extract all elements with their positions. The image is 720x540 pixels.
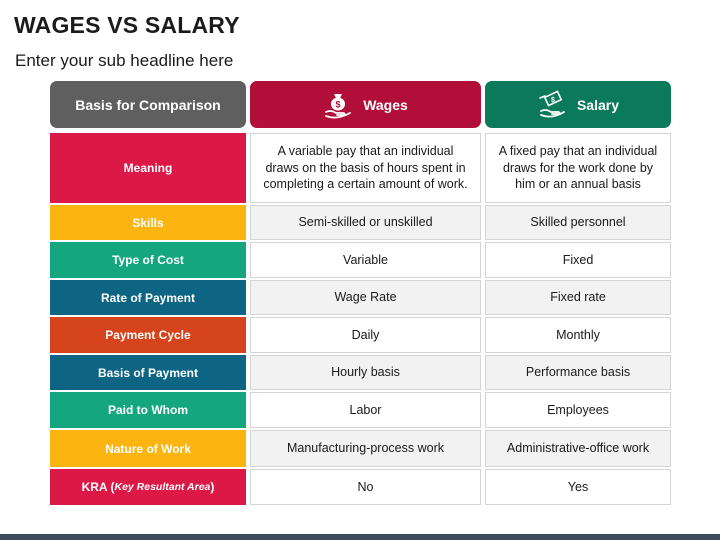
row-label-nature-of-work: Nature of Work	[50, 430, 246, 467]
header-wages-label: Wages	[363, 96, 408, 113]
row-label-rate-of-payment: Rate of Payment	[50, 280, 246, 315]
table-row: Rate of Payment Wage Rate Fixed rate	[50, 280, 671, 315]
salary-cell: A fixed pay that an individual draws for…	[485, 133, 671, 203]
salary-cell: Yes	[485, 469, 671, 505]
salary-cell: Monthly	[485, 317, 671, 353]
row-label-kra: KRA (Key Resultant Area)	[50, 469, 246, 505]
cash-hand-icon: $	[537, 89, 567, 120]
header-wages: $ Wages	[250, 81, 481, 128]
wages-cell: No	[250, 469, 481, 505]
salary-cell: Fixed	[485, 242, 671, 278]
kra-label-italic: Key Resultant Area	[114, 481, 211, 493]
wages-cell: Wage Rate	[250, 280, 481, 315]
row-label-basis-of-payment: Basis of Payment	[50, 355, 246, 390]
kra-label-close: )	[210, 480, 215, 494]
wages-cell: Variable	[250, 242, 481, 278]
row-label-type-of-cost: Type of Cost	[50, 242, 246, 278]
row-label-meaning: Meaning	[50, 133, 246, 203]
row-label-skills: Skills	[50, 205, 246, 240]
page-subtitle: Enter your sub headline here	[15, 51, 234, 70]
page-title: WAGES VS SALARY	[14, 12, 240, 38]
table-row: Type of Cost Variable Fixed	[50, 242, 671, 278]
header-basis-label: Basis for Comparison	[75, 96, 221, 113]
salary-cell: Fixed rate	[485, 280, 671, 315]
salary-cell: Employees	[485, 392, 671, 428]
svg-text:$: $	[551, 97, 555, 104]
wages-cell: Labor	[250, 392, 481, 428]
header-salary: $ Salary	[485, 81, 671, 128]
salary-cell: Performance basis	[485, 355, 671, 390]
salary-cell: Skilled personnel	[485, 205, 671, 240]
footer-bar	[0, 534, 720, 540]
kra-label: KRA (	[81, 480, 115, 494]
svg-text:$: $	[336, 99, 341, 109]
row-label-paid-to-whom: Paid to Whom	[50, 392, 246, 428]
wages-cell: Semi-skilled or unskilled	[250, 205, 481, 240]
row-label-payment-cycle: Payment Cycle	[50, 317, 246, 353]
wages-cell: Daily	[250, 317, 481, 353]
table-row: Payment Cycle Daily Monthly	[50, 317, 671, 353]
wages-cell: Manufacturing-process work	[250, 430, 481, 467]
table-row: Meaning A variable pay that an individua…	[50, 133, 671, 203]
wages-cell: Hourly basis	[250, 355, 481, 390]
table-row: Nature of Work Manufacturing-process wor…	[50, 430, 671, 467]
table-row: Paid to Whom Labor Employees	[50, 392, 671, 428]
header-basis: Basis for Comparison	[50, 81, 246, 128]
wages-cell: A variable pay that an individual draws …	[250, 133, 481, 203]
header-salary-label: Salary	[576, 96, 620, 113]
table-row: KRA (Key Resultant Area) No Yes	[50, 469, 671, 505]
table-row: Skills Semi-skilled or unskilled Skilled…	[50, 205, 671, 240]
money-bag-hand-icon: $	[323, 90, 353, 120]
salary-cell: Administrative-office work	[485, 430, 671, 467]
table-row: Basis of Payment Hourly basis Performanc…	[50, 355, 671, 390]
